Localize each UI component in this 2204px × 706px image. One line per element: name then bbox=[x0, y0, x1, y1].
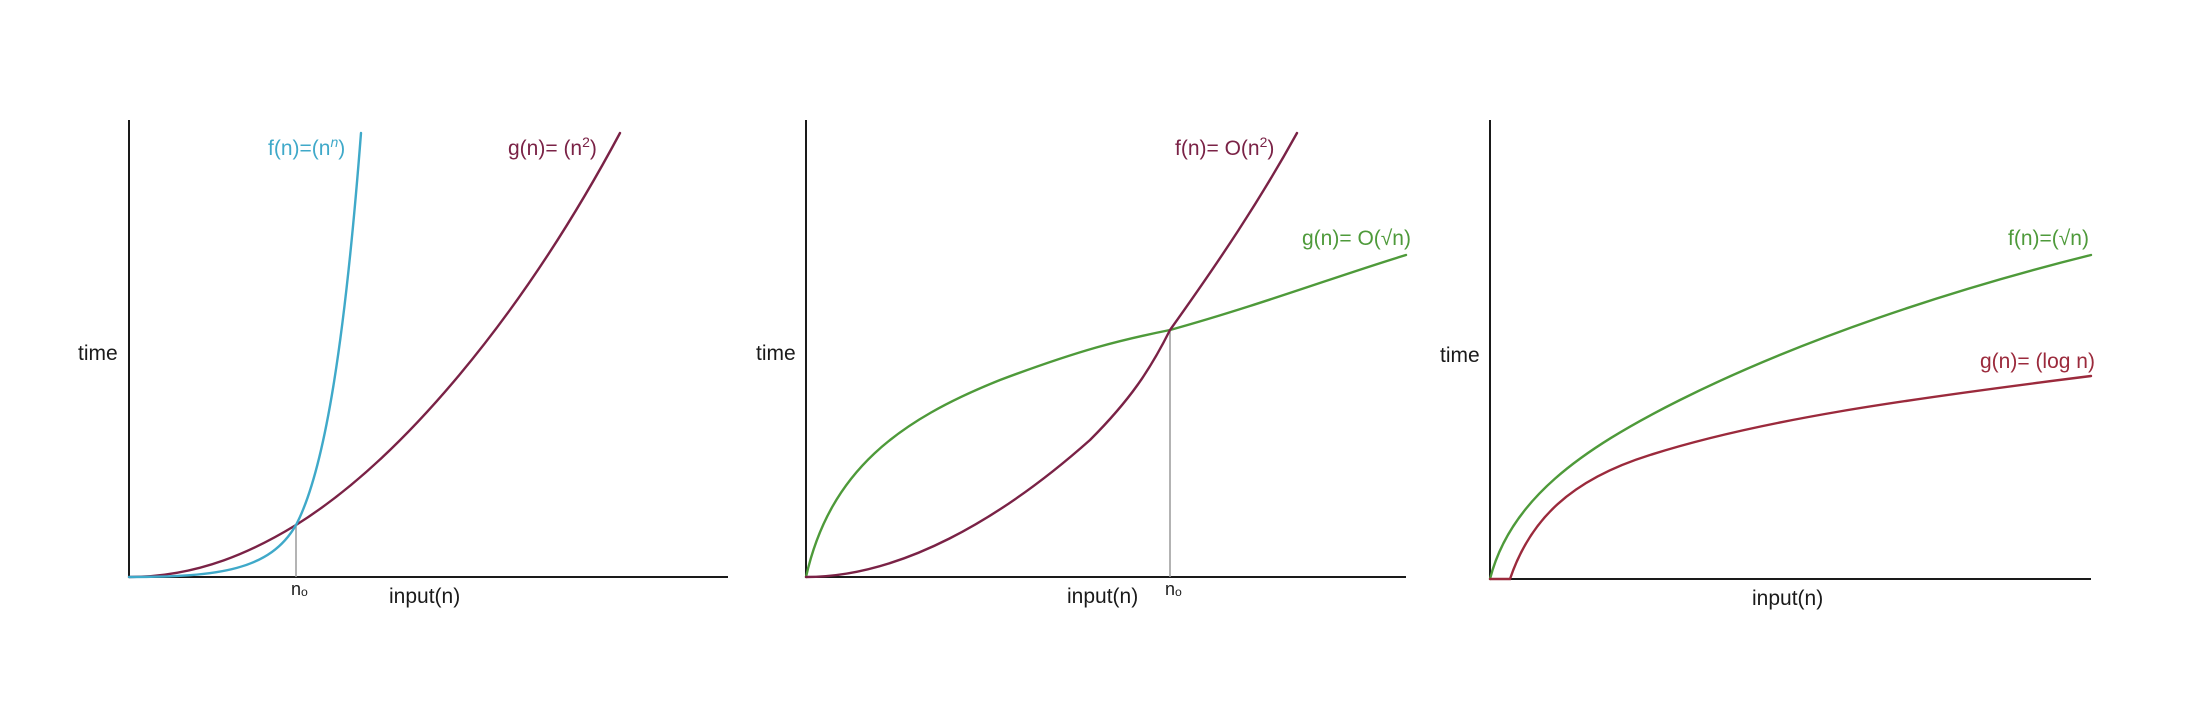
panel-2-y-label: time bbox=[756, 342, 796, 365]
panel-3: time input(n) f(n)=(√n) g(n)= (log n) bbox=[1440, 120, 2095, 610]
panel-3-x-label: input(n) bbox=[1752, 587, 1823, 610]
panel-2-n0-label: nₒ bbox=[1165, 579, 1182, 599]
panel-1-label-f-base: f(n)=(n bbox=[268, 137, 330, 160]
panel-1-y-label: time bbox=[78, 342, 118, 365]
panel-1-label-f-close: ) bbox=[338, 137, 345, 160]
panel-3-y-label: time bbox=[1440, 344, 1480, 367]
panel-2: time input(n) nₒ f(n)= O(n2) g(n)= O(√n) bbox=[756, 120, 1411, 608]
panel-1-n0-label: nₒ bbox=[291, 579, 308, 599]
panel-2-curve-f bbox=[804, 131, 1299, 579]
panel-1-x-label: input(n) bbox=[389, 585, 460, 608]
panel-3-label-g: g(n)= (log n) bbox=[1980, 350, 2095, 373]
panel-2-label-g-base: g(n)= O(√n) bbox=[1302, 227, 1411, 250]
panel-1-label-g-base: g(n)= (n bbox=[508, 137, 582, 160]
panel-2-label-g: g(n)= O(√n) bbox=[1302, 227, 1411, 250]
panel-2-label-f-sup: 2 bbox=[1260, 134, 1268, 150]
panel-3-curve-f bbox=[1488, 253, 2093, 581]
panel-2-label-f: f(n)= O(n2) bbox=[1175, 134, 1274, 160]
panel-2-x-label: input(n) bbox=[1067, 585, 1138, 608]
panel-1-label-f-sup: n bbox=[330, 134, 338, 150]
panel-1-curve-f bbox=[127, 131, 363, 579]
panel-2-label-f-base: f(n)= O(n bbox=[1175, 137, 1260, 160]
panel-1-label-g-close: ) bbox=[590, 137, 597, 160]
panel-1: time input(n) nₒ f(n)=(nn) g(n)= (n2) bbox=[78, 120, 728, 608]
panel-1-curve-g bbox=[127, 131, 622, 579]
panel-1-label-f: f(n)=(nn) bbox=[268, 134, 345, 160]
panel-1-label-g-sup: 2 bbox=[582, 134, 590, 150]
panel-3-label-f: f(n)=(√n) bbox=[2008, 227, 2089, 250]
panel-1-label-g: g(n)= (n2) bbox=[508, 134, 597, 160]
panel-3-label-f-base: f(n)=(√n) bbox=[2008, 227, 2089, 250]
panel-2-curve-g bbox=[804, 253, 1408, 579]
panel-2-label-f-close: ) bbox=[1267, 137, 1274, 160]
panel-3-curve-g bbox=[1488, 374, 2093, 581]
panel-3-label-g-base: g(n)= (log n) bbox=[1980, 350, 2095, 373]
